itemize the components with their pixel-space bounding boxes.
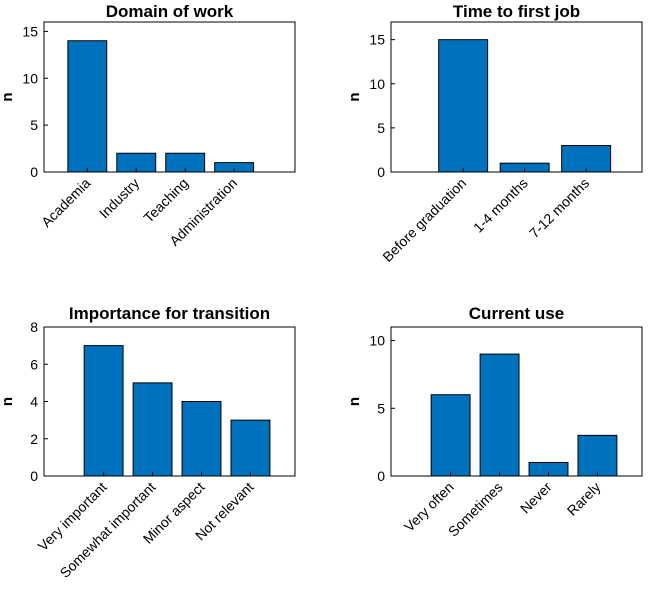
y-axis-label: n xyxy=(346,92,363,101)
y-tick-label: 6 xyxy=(30,356,38,372)
y-tick-label: 0 xyxy=(377,468,385,484)
y-tick-label: 0 xyxy=(30,164,38,180)
bar-before-graduation xyxy=(438,39,489,173)
y-tick-label: 10 xyxy=(22,70,38,86)
x-tick-label-industry: Industry xyxy=(96,175,143,222)
chart-title: Time to first job xyxy=(453,2,580,21)
y-tick-label: 5 xyxy=(377,120,385,136)
y-axis-label: n xyxy=(0,92,16,101)
y-axis-label: n xyxy=(346,397,363,406)
x-tick-label-academia: Academia xyxy=(38,175,93,230)
chart-title: Importance for transition xyxy=(69,304,270,323)
bar-academia xyxy=(67,40,108,173)
x-tick-label-before-graduation: Before graduation xyxy=(379,175,469,265)
bar-7-12-months xyxy=(561,145,612,173)
y-axis-label: n xyxy=(0,397,16,406)
x-tick-label-never: Never xyxy=(517,479,555,517)
y-tick-label: 4 xyxy=(30,394,38,410)
y-tick-label: 0 xyxy=(30,468,38,484)
y-tick-label: 10 xyxy=(369,76,385,92)
chart-panel-domain-of-work: Academia IndustryTeachingAdministration05… xyxy=(0,2,296,249)
y-tick-label: 15 xyxy=(369,32,385,48)
y-tick-label: 15 xyxy=(22,23,38,39)
y-tick-label: 5 xyxy=(30,117,38,133)
bar-very-often xyxy=(430,394,471,477)
bar-sometimes xyxy=(479,353,520,477)
chart-title: Domain of work xyxy=(106,2,234,21)
bar-minor-aspect xyxy=(181,401,222,477)
y-tick-label: 8 xyxy=(30,319,38,335)
bar-very-important xyxy=(83,345,124,477)
y-tick-label: 2 xyxy=(30,431,38,447)
x-tick-label-rarely: Rarely xyxy=(564,479,604,519)
y-tick-label: 0 xyxy=(377,164,385,180)
bar-not-relevant xyxy=(230,419,271,477)
bar-rarely xyxy=(577,434,618,477)
chart-title: Current use xyxy=(469,304,564,323)
bar-somewhat-important xyxy=(132,382,173,477)
x-tick-label-7-12-months: 7-12 months xyxy=(526,175,592,241)
x-tick-label-somewhat-important: Somewhat important xyxy=(57,479,159,581)
y-tick-label: 10 xyxy=(369,333,385,349)
x-tick-label-1-4-months: 1-4 months xyxy=(470,175,531,236)
x-tick-label-teaching: Teaching xyxy=(140,175,191,226)
y-tick-label: 5 xyxy=(377,400,385,416)
